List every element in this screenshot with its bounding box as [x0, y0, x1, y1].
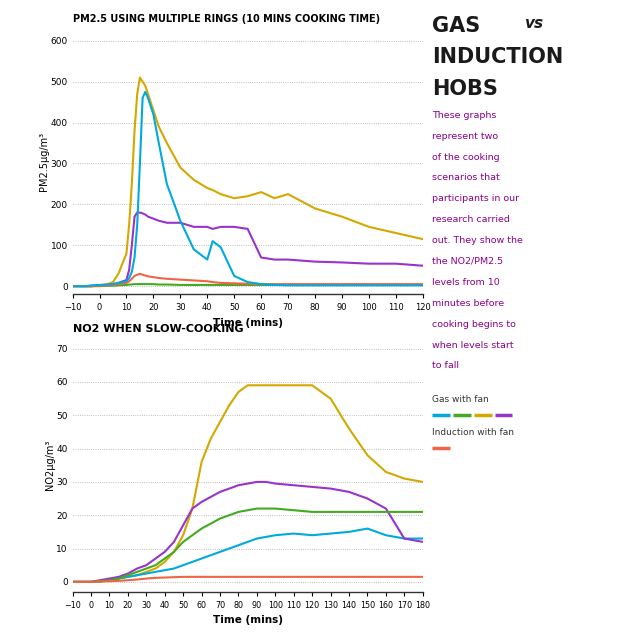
Text: cooking begins to: cooking begins to — [432, 320, 516, 329]
Text: HOBS: HOBS — [432, 79, 498, 99]
Text: NO2 WHEN SLOW-COOKING: NO2 WHEN SLOW-COOKING — [73, 323, 243, 334]
X-axis label: Time (mins): Time (mins) — [213, 318, 283, 328]
Y-axis label: NO2μg/m³: NO2μg/m³ — [45, 440, 55, 491]
Text: research carried: research carried — [432, 215, 510, 224]
Text: minutes before: minutes before — [432, 299, 504, 308]
Text: Induction with fan: Induction with fan — [432, 428, 514, 437]
Text: INDUCTION: INDUCTION — [432, 47, 563, 68]
Text: vs: vs — [524, 16, 543, 31]
Text: scenarios that: scenarios that — [432, 173, 500, 182]
Text: Gas with fan: Gas with fan — [432, 395, 489, 404]
Text: participants in our: participants in our — [432, 194, 519, 203]
Text: represent two: represent two — [432, 132, 498, 141]
Text: GAS: GAS — [432, 16, 480, 36]
Text: levels from 10: levels from 10 — [432, 278, 500, 287]
Y-axis label: PM2.5μg/m³: PM2.5μg/m³ — [39, 132, 49, 191]
Text: These graphs: These graphs — [432, 111, 497, 120]
Text: PM2.5 USING MULTIPLE RINGS (10 MINS COOKING TIME): PM2.5 USING MULTIPLE RINGS (10 MINS COOK… — [73, 13, 380, 23]
Text: of the cooking: of the cooking — [432, 153, 500, 161]
X-axis label: Time (mins): Time (mins) — [213, 615, 283, 625]
Text: the NO2/PM2.5: the NO2/PM2.5 — [432, 257, 504, 266]
Text: out. They show the: out. They show the — [432, 236, 523, 245]
Text: to fall: to fall — [432, 361, 459, 370]
Text: when levels start: when levels start — [432, 341, 514, 349]
